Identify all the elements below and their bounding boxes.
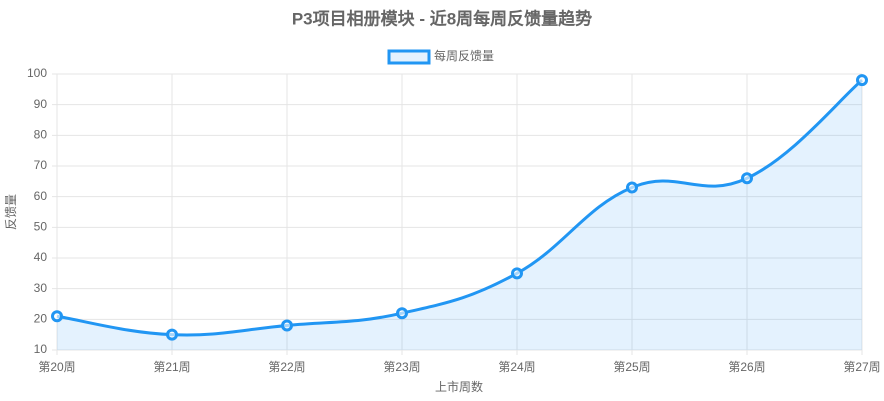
y-tick-label: 50 (34, 220, 48, 234)
y-tick-label: 60 (34, 189, 48, 203)
y-axis-label: 反馈量 (4, 194, 18, 230)
y-tick-label: 20 (34, 312, 48, 326)
point (741, 172, 753, 185)
y-tick-label: 10 (34, 342, 48, 356)
y-tick-label: 30 (34, 281, 48, 295)
y-tick-label: 40 (34, 250, 48, 264)
point (856, 74, 868, 87)
x-tick-label: 第27周 (843, 360, 880, 374)
point (396, 307, 408, 320)
legend-label: 每周反馈量 (434, 48, 494, 63)
x-tick-label: 第22周 (268, 360, 305, 374)
y-tick-label: 80 (34, 128, 48, 142)
x-tick-label: 第20周 (38, 360, 75, 374)
x-tick-label: 第24周 (498, 360, 535, 374)
point (51, 310, 63, 323)
y-tick-label: 100 (27, 66, 47, 80)
y-tick-label: 90 (34, 97, 48, 111)
x-tick-label: 第23周 (383, 360, 420, 374)
x-tick-label: 第25周 (613, 360, 650, 374)
point (166, 328, 178, 341)
legend-swatch (387, 49, 431, 65)
area (57, 80, 862, 350)
chart-title: P3项目相册模块 - 近8周每周反馈量趋势 (292, 8, 592, 28)
x-tick-label: 第26周 (728, 360, 765, 374)
point (626, 181, 638, 194)
point (281, 319, 293, 332)
y-tick-label: 70 (34, 158, 48, 172)
x-axis-label: 上市周数 (435, 379, 483, 394)
point (511, 267, 523, 280)
x-tick-label: 第21周 (153, 360, 190, 374)
